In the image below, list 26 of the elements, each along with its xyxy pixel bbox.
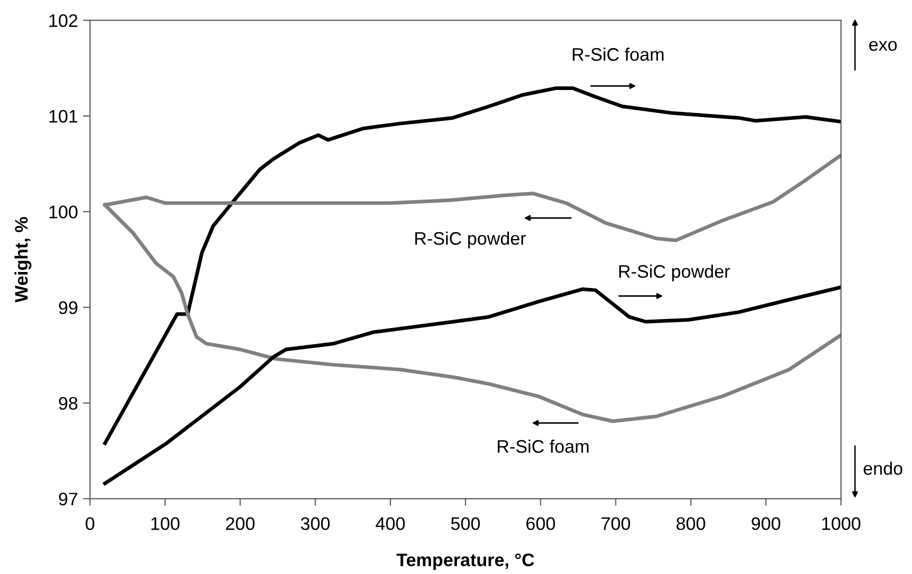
x-tick-label: 600: [526, 517, 555, 530]
x-tick-label: 0: [86, 517, 94, 530]
y-tick-label: 98: [58, 396, 78, 410]
x-tick-label: 900: [752, 517, 780, 530]
y-tick-label: 97: [58, 492, 78, 506]
x-tick-label: 300: [300, 517, 330, 530]
y-axis-title: Weight, %: [14, 217, 32, 302]
text: exo: [869, 40, 897, 51]
line-series: [103, 285, 841, 486]
y-tick-label: 101: [49, 110, 78, 123]
text: endo: [864, 462, 902, 475]
y-tick-label: 102: [49, 14, 78, 28]
y-tick-label: 100: [49, 206, 78, 218]
x-tick-label: 700: [602, 517, 630, 530]
x-tick-label: 100: [151, 517, 180, 530]
x-tick-label: 500: [451, 517, 480, 530]
annotation: R-SiC powder: [619, 264, 730, 282]
x-axis-title: Temperature, °C: [396, 554, 534, 570]
x-tick-label: 200: [226, 517, 255, 530]
annotation: R-SiC foam: [498, 440, 588, 453]
annotation: R-SiC powder: [415, 232, 526, 248]
x-tick-label: 800: [676, 517, 706, 530]
annotation: R-SiC foam: [572, 48, 664, 61]
x-tick-label: 400: [376, 517, 405, 530]
x-tick-label: 1000: [822, 517, 860, 530]
y-tick-label: 99: [58, 301, 78, 314]
